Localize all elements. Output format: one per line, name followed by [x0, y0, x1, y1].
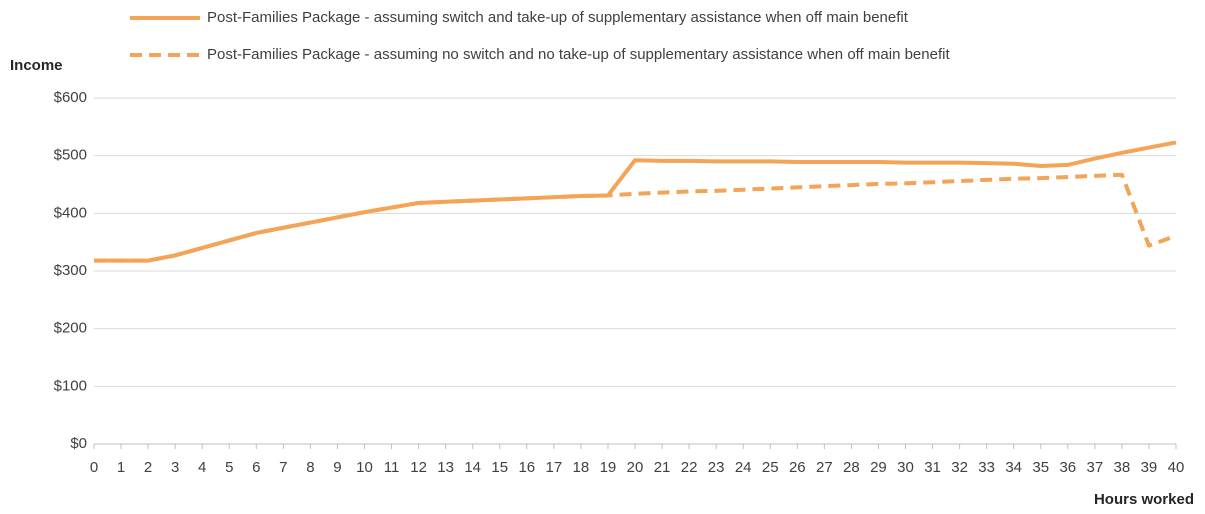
x-tick-label: 25	[762, 459, 779, 476]
x-tick-label: 36	[1059, 459, 1076, 476]
x-tick-label: 26	[789, 459, 806, 476]
x-tick-label: 27	[816, 459, 833, 476]
x-tick-label: 32	[951, 459, 968, 476]
x-tick-label: 7	[279, 459, 287, 476]
x-tick-label: 10	[356, 459, 373, 476]
x-tick-label: 9	[333, 459, 341, 476]
x-tick-label: 33	[978, 459, 995, 476]
x-tick-label: 14	[464, 459, 481, 476]
x-tick-label: 18	[573, 459, 590, 476]
x-tick-label: 38	[1114, 459, 1131, 476]
y-tick-label: $100	[54, 377, 87, 394]
y-tick-label: $0	[70, 435, 87, 452]
x-tick-label: 31	[924, 459, 941, 476]
y-tick-label: $200	[54, 320, 87, 337]
y-tick-label: $600	[54, 89, 87, 106]
legend-label: Post-Families Package - assuming no swit…	[207, 46, 950, 63]
x-tick-label: 2	[144, 459, 152, 476]
x-tick-label: 37	[1087, 459, 1104, 476]
x-tick-label: 35	[1032, 459, 1049, 476]
x-tick-label: 3	[171, 459, 179, 476]
x-tick-label: 29	[870, 459, 887, 476]
y-tick-label: $300	[54, 262, 87, 279]
x-tick-label: 30	[897, 459, 914, 476]
x-tick-label: 6	[252, 459, 260, 476]
x-tick-label: 5	[225, 459, 233, 476]
x-tick-label: 21	[654, 459, 671, 476]
x-tick-label: 40	[1168, 459, 1185, 476]
x-tick-label: 24	[735, 459, 752, 476]
x-tick-label: 39	[1141, 459, 1158, 476]
series-line	[94, 172, 1177, 263]
legend-label: Post-Families Package - assuming switch …	[207, 9, 909, 26]
x-tick-label: 1	[117, 459, 125, 476]
y-axis-title: Income	[10, 57, 63, 74]
x-tick-label: 4	[198, 459, 206, 476]
y-tick-label: $500	[54, 147, 87, 164]
y-tick-label: $400	[54, 204, 87, 221]
x-axis-title: Hours worked	[1094, 491, 1194, 508]
x-tick-label: 20	[627, 459, 644, 476]
x-tick-label: 17	[546, 459, 563, 476]
x-tick-label: 34	[1005, 459, 1022, 476]
x-tick-label: 8	[306, 459, 314, 476]
x-tick-label: 15	[491, 459, 508, 476]
x-tick-label: 11	[384, 459, 400, 476]
x-tick-label: 12	[410, 459, 427, 476]
x-tick-label: 22	[681, 459, 698, 476]
x-tick-label: 28	[843, 459, 860, 476]
x-tick-label: 13	[437, 459, 454, 476]
x-tick-label: 23	[708, 459, 725, 476]
x-tick-label: 16	[518, 459, 535, 476]
x-tick-label: 19	[600, 459, 617, 476]
series-line	[94, 140, 1177, 263]
x-tick-label: 0	[90, 459, 98, 476]
